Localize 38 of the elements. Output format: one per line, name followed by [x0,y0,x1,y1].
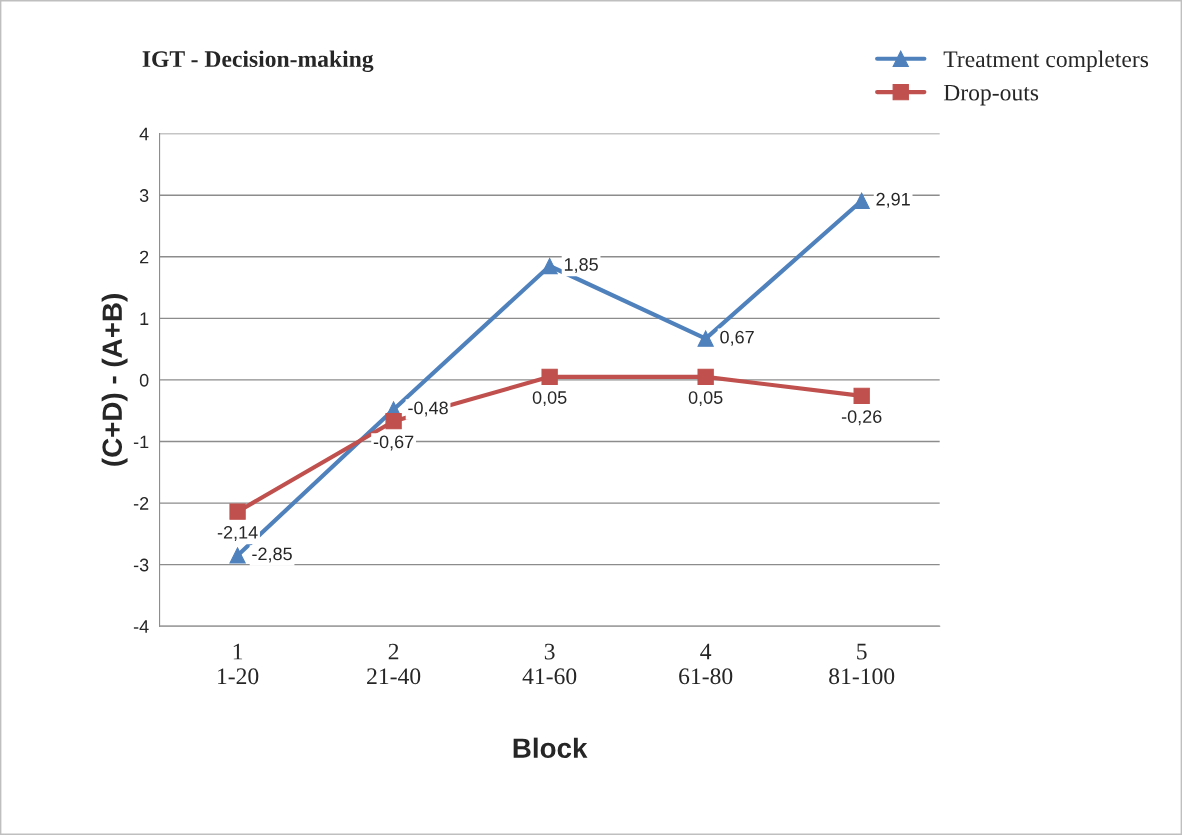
y-tick-label: -2 [133,497,149,510]
x-tick-label: 1 1-20 [218,643,259,685]
point [697,368,714,385]
chart-title: IGT - Decision-making [142,50,374,73]
y-tick-label: -1 [133,435,149,449]
x-tick-label: 5 81-100 [829,643,895,685]
y-tick-label: -4 [133,620,149,633]
data-label: -2,14 [217,525,258,541]
y-tick-label: 3 [139,189,149,202]
point [853,387,870,405]
y-axis-title: (C+D) - (A+B) [101,294,128,466]
point [541,368,558,385]
data-label: -0,67 [373,435,414,451]
point [385,413,402,430]
data-label: 1,85 [564,258,598,273]
point [541,257,558,275]
point [853,192,870,209]
data-label: 2,91 [876,192,910,208]
y-tick-label: -3 [133,558,149,572]
point [229,547,246,564]
y-tick-label: 1 [140,312,149,325]
x-tick-label: 4 61-80 [679,643,733,685]
y-tick-label: 0 [139,373,149,387]
legend-label: Treatment completers [943,50,1149,73]
y-tick-label: 2 [140,250,149,264]
data-label: 0,05 [532,391,567,407]
x-axis-title: Block [513,737,588,759]
point [229,503,246,520]
x-tick-label: 2 21-40 [367,643,421,685]
legend-label: Drop-outs [943,84,1039,106]
x-tick-label: 3 41-60 [522,643,577,685]
data-label: 0,67 [720,330,754,346]
data-label: -0,26 [841,410,882,426]
data-label: 0,05 [688,391,723,407]
y-tick-label: 4 [139,127,149,141]
data-label: -2,85 [252,547,292,563]
data-label: -0,48 [408,401,448,417]
point [697,330,714,347]
